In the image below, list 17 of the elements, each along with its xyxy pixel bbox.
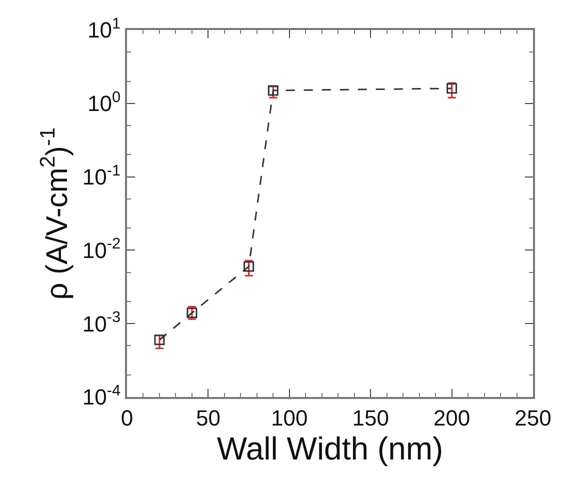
point — [446, 83, 458, 94]
x-tick-label: 150 — [352, 405, 389, 430]
y-tick-label: 10$^{-2}$ — [82, 236, 121, 263]
point — [244, 261, 254, 272]
point — [154, 334, 165, 346]
x-axis-title: Wall Width (nm) — [216, 430, 444, 466]
point — [268, 85, 278, 96]
x-tick-label: 0 — [120, 405, 134, 430]
y-tick-label: 10$^{1}$ — [88, 15, 121, 43]
x-tick-label: 200 — [433, 405, 470, 430]
y-tick-label: 10$^{-1}$ — [82, 162, 121, 190]
y-tick-label: 10$^{-4}$ — [82, 382, 122, 410]
x-tick-label: 100 — [271, 405, 308, 430]
y-tick-label: 10$^{0}$ — [88, 88, 121, 116]
x-tick-label: 50 — [196, 405, 220, 430]
x-tick-label: 250 — [514, 405, 552, 430]
y-tick-label: 10$^{-3}$ — [82, 309, 121, 336]
